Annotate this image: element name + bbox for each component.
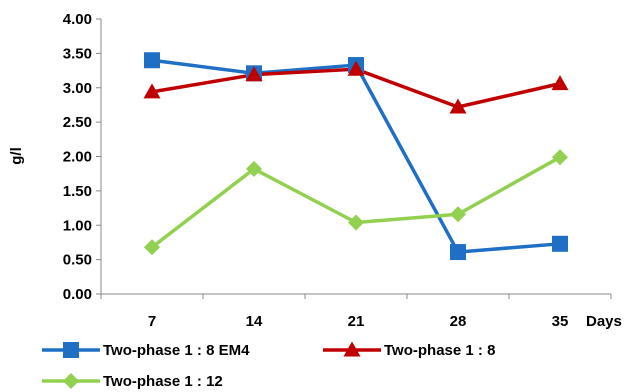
legend-marker-2 bbox=[343, 341, 361, 357]
data-point-series-3 bbox=[450, 206, 466, 223]
data-point-series-1 bbox=[144, 52, 160, 69]
legend-label-1: Two-phase 1 : 8 EM4 bbox=[103, 342, 250, 359]
y-tick-label: 1.00 bbox=[63, 217, 92, 234]
legend: Two-phase 1 : 8 EM4 Two-phase 1 : 8 Two-ph… bbox=[42, 341, 495, 390]
x-tick-label: 7 bbox=[148, 313, 156, 330]
series-markers bbox=[143, 52, 569, 261]
data-point-series-3 bbox=[552, 149, 568, 166]
x-tick-label: 28 bbox=[450, 313, 467, 330]
legend-label-2: Two-phase 1 : 8 bbox=[384, 342, 495, 359]
y-tick-label: 1.50 bbox=[63, 183, 92, 200]
data-point-series-1 bbox=[552, 235, 568, 252]
legend-marker-1 bbox=[63, 342, 79, 358]
y-tick-label: 3.00 bbox=[63, 80, 92, 97]
y-tick-label: 4.00 bbox=[63, 11, 92, 28]
data-point-series-2 bbox=[143, 83, 161, 99]
data-point-series-2 bbox=[347, 60, 365, 76]
data-point-series-2 bbox=[449, 98, 467, 114]
x-tick-label: 35 bbox=[552, 313, 569, 330]
data-point-series-2 bbox=[551, 75, 569, 91]
data-point-series-3 bbox=[246, 160, 262, 177]
y-tick-label: 3.50 bbox=[63, 45, 92, 62]
data-point-series-1 bbox=[450, 244, 466, 261]
y-tick-label: 2.00 bbox=[63, 149, 92, 166]
data-point-series-3 bbox=[348, 214, 364, 231]
x-tick-label: 21 bbox=[348, 313, 365, 330]
data-point-series-3 bbox=[144, 239, 160, 256]
legend-marker-3 bbox=[63, 373, 79, 389]
y-tick-label: 2.50 bbox=[63, 114, 92, 131]
data-point-series-2 bbox=[245, 66, 263, 82]
series-line-3 bbox=[150, 155, 561, 249]
x-axis-title: Days bbox=[586, 313, 622, 330]
y-ticks: 0.00 0.50 1.00 1.50 2.00 2.50 3.00 3.50 4.00 bbox=[63, 11, 101, 303]
y-tick-label: 0.50 bbox=[63, 252, 92, 269]
legend-label-3: Two-phase 1 : 12 bbox=[103, 373, 223, 390]
x-tick-label: 14 bbox=[246, 313, 263, 330]
y-tick-label: 0.00 bbox=[63, 286, 92, 303]
y-axis-title: g/l bbox=[8, 147, 25, 165]
x-ticks: 7 14 21 28 35 bbox=[100, 294, 612, 330]
